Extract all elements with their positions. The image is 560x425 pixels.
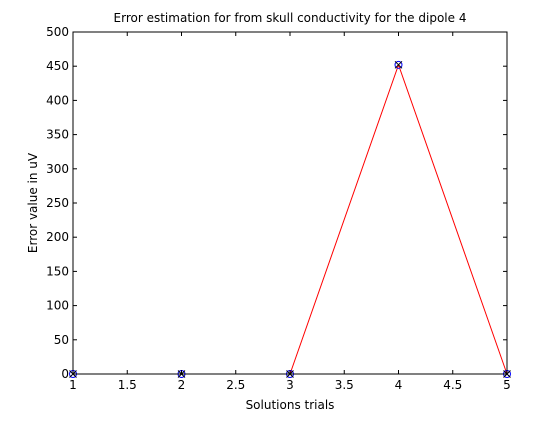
data-point-circle <box>394 60 403 69</box>
x-tick-label: 5 <box>503 378 511 392</box>
y-tick-label: 350 <box>46 128 69 142</box>
y-tick-label: 500 <box>46 25 69 39</box>
y-tick-label: 150 <box>46 264 69 278</box>
y-tick-label: 450 <box>46 59 69 73</box>
y-tick-label: 200 <box>46 230 69 244</box>
y-tick-label: 100 <box>46 299 69 313</box>
x-tick-label: 4 <box>395 378 403 392</box>
x-tick-label: 3 <box>286 378 294 392</box>
x-tick-label: 3.5 <box>335 378 354 392</box>
x-tick-label: 2.5 <box>226 378 245 392</box>
chart-title: Error estimation for from skull conducti… <box>114 11 467 25</box>
y-tick-label: 0 <box>61 367 69 381</box>
x-tick-label: 2 <box>178 378 186 392</box>
plot-area <box>73 32 507 374</box>
axes-layer: 1 1.5 2 2.5 3 3.5 4 4.5 505010015020025030035040… <box>46 25 511 392</box>
x-tick-label: 1.5 <box>118 378 137 392</box>
y-tick-label: 250 <box>46 196 69 210</box>
y-tick-label: 50 <box>54 333 69 347</box>
y-axis-label: Error value in uV <box>26 152 40 253</box>
x-tick-label: 1 <box>69 378 77 392</box>
data-point-x <box>394 60 403 69</box>
x-tick-label: 4.5 <box>443 378 462 392</box>
y-tick-label: 400 <box>46 93 69 107</box>
y-tick-label: 300 <box>46 162 69 176</box>
x-axis-label: Solutions trials <box>246 398 335 412</box>
